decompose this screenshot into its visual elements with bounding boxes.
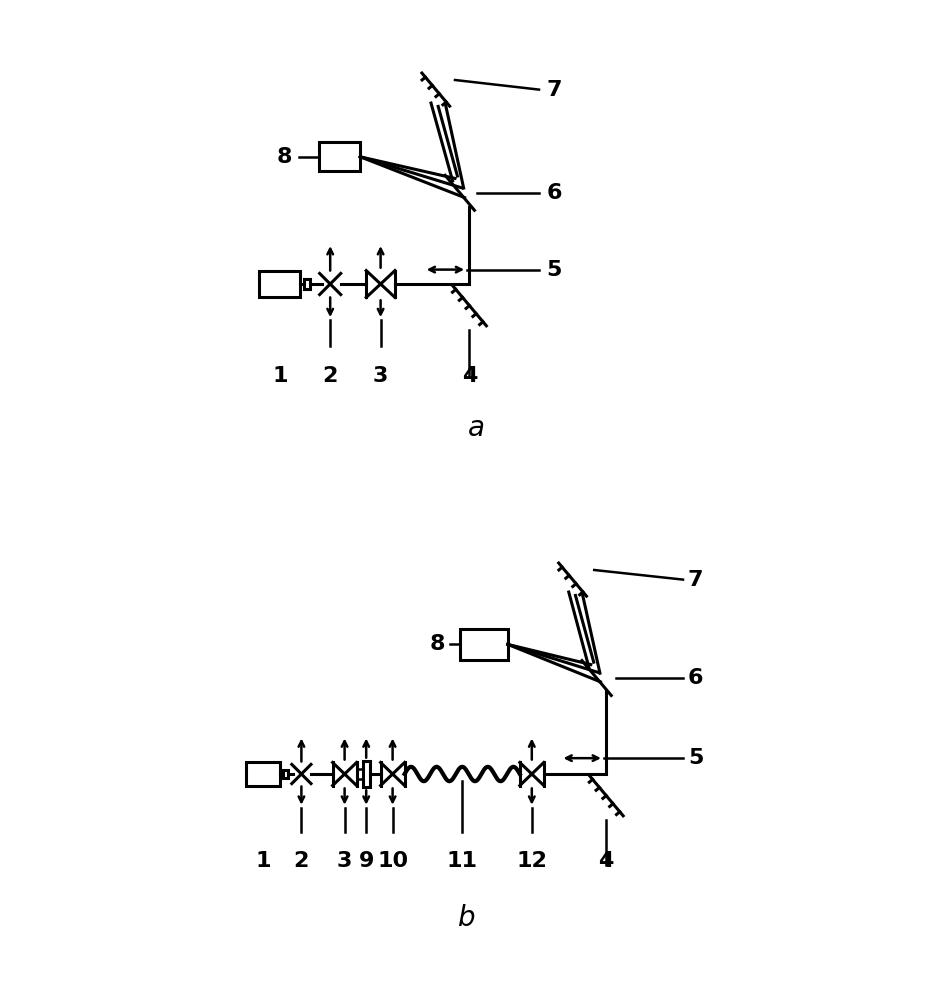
Bar <box>304 279 310 289</box>
Text: 5: 5 <box>687 748 703 768</box>
Text: 10: 10 <box>377 851 408 871</box>
Text: 4: 4 <box>461 366 477 386</box>
Text: b: b <box>459 904 475 932</box>
Text: 6: 6 <box>546 183 561 203</box>
Text: 2: 2 <box>293 851 309 871</box>
Text: 3: 3 <box>373 366 389 386</box>
Bar <box>283 770 288 778</box>
Text: 5: 5 <box>546 260 561 280</box>
Text: 9: 9 <box>359 851 374 871</box>
Bar <box>260 271 300 297</box>
Text: a: a <box>468 414 485 442</box>
Text: 12: 12 <box>517 851 547 871</box>
Text: 3: 3 <box>337 851 352 871</box>
Text: 7: 7 <box>687 570 703 590</box>
Text: 8: 8 <box>276 147 291 167</box>
Text: 11: 11 <box>446 851 477 871</box>
Text: 8: 8 <box>430 634 446 654</box>
Bar <box>319 142 361 171</box>
Text: 4: 4 <box>599 851 614 871</box>
Bar <box>247 762 280 786</box>
Bar <box>362 761 370 787</box>
Text: 6: 6 <box>687 668 703 688</box>
Text: 7: 7 <box>546 80 561 100</box>
Text: 1: 1 <box>255 851 271 871</box>
Text: 2: 2 <box>322 366 338 386</box>
Text: 1: 1 <box>272 366 288 386</box>
Bar <box>460 629 508 660</box>
